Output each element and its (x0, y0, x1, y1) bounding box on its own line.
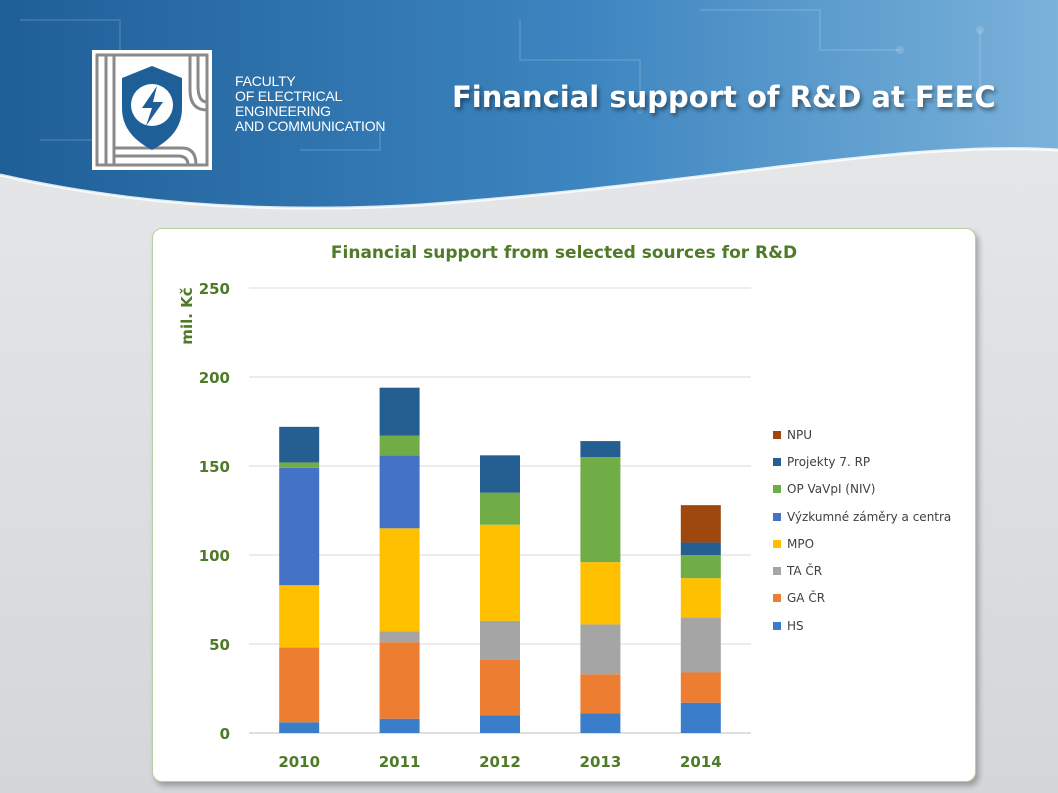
legend-label: TA ČR (787, 564, 823, 579)
legend-item: HS (773, 612, 951, 639)
bar-segment (480, 524, 520, 621)
y-tick-label: 250 (199, 280, 230, 298)
legend-swatch (773, 485, 781, 494)
bar-segment (480, 715, 520, 733)
legend-swatch (773, 621, 781, 630)
bar-segment (580, 441, 621, 458)
bar-segment (279, 585, 320, 648)
faculty-line: OF ELECTRICAL (235, 88, 343, 104)
bar-segment (680, 542, 721, 555)
bar-segment (680, 672, 721, 703)
y-tick-label: 100 (199, 547, 230, 565)
legend-item: TA ČR (773, 557, 951, 584)
chart-title: Financial support from selected sources … (330, 243, 798, 263)
bar-segment (379, 642, 420, 719)
legend-item: OP VaVpI (NIV) (773, 476, 951, 503)
bar-segment (680, 578, 721, 618)
bar-segment (480, 455, 520, 493)
university-logo (92, 50, 212, 170)
x-tick-label: 2012 (479, 753, 521, 771)
x-tick-label: 2010 (278, 753, 320, 771)
bar-segment (480, 492, 520, 525)
bar-segment (379, 718, 420, 733)
y-axis-label: mil. Kč (178, 287, 196, 345)
x-tick-label: 2013 (580, 753, 622, 771)
bar-segment (379, 631, 420, 643)
chart-card: 0 50 100 150 200 250 2010 2011 2012 2013 2014 Fina… (152, 228, 976, 782)
bar-segment (379, 435, 420, 456)
x-tick-label: 2014 (680, 753, 722, 771)
y-tick-label: 200 (199, 369, 230, 387)
bar-segment (680, 702, 721, 733)
bar-segment (279, 462, 320, 468)
legend-swatch (773, 567, 781, 576)
bar-segment (580, 713, 621, 733)
bar-segment (279, 426, 320, 463)
faculty-line: AND COMMUNICATION (235, 118, 386, 134)
faculty-name: FACULTY OF ELECTRICAL ENGINEERING AND CO… (235, 73, 386, 134)
bar-segment (279, 647, 320, 723)
legend-label: Výzkumné záměry a centra (787, 509, 952, 524)
faculty-line: FACULTY (235, 73, 296, 89)
y-tick-label: 150 (199, 458, 230, 476)
bar-segment (680, 555, 721, 579)
legend-label: GA ČR (787, 591, 826, 606)
bar-segment (279, 467, 320, 586)
legend-swatch (773, 512, 781, 521)
bar-segment (480, 620, 520, 661)
legend-item: Projekty 7. RP (773, 448, 951, 475)
legend-label: NPU (787, 427, 812, 442)
legend-item: NPU (773, 421, 951, 448)
y-tick-label: 50 (209, 636, 230, 654)
bar-segment (279, 722, 320, 733)
bar-segment (580, 562, 621, 625)
legend-label: Projekty 7. RP (787, 454, 871, 469)
legend-swatch (773, 539, 781, 548)
faculty-logo-icon (92, 50, 212, 170)
stacked-bar-chart: 0 50 100 150 200 250 2010 2011 2012 2013 2014 (199, 280, 751, 771)
x-tick-label: 2011 (379, 753, 421, 771)
slide-title: Financial support of R&D at FEEC (452, 80, 996, 114)
legend-label: MPO (787, 536, 815, 551)
bar-segment (480, 660, 520, 716)
legend-item: MPO (773, 530, 951, 557)
faculty-line: ENGINEERING (235, 103, 331, 119)
chart-legend: NPU Projekty 7. RP OP VaVpI (NIV) Výzkumné … (773, 421, 951, 639)
bar-segment (580, 624, 621, 675)
legend-swatch (773, 594, 781, 603)
bar-segment (680, 617, 721, 673)
legend-label: HS (787, 618, 804, 633)
legend-item: GA ČR (773, 585, 951, 612)
bar-segment (580, 457, 621, 563)
legend-swatch (773, 430, 781, 439)
bar-segment (379, 528, 420, 632)
bar-segment (379, 387, 420, 436)
bar-segment (580, 674, 621, 714)
y-tick-label: 0 (220, 725, 230, 743)
bar-segment (379, 455, 420, 529)
legend-label: OP VaVpI (NIV) (787, 482, 876, 497)
legend-swatch (773, 457, 781, 466)
bar-segment (680, 505, 721, 543)
legend-item: Výzkumné záměry a centra (773, 503, 951, 530)
